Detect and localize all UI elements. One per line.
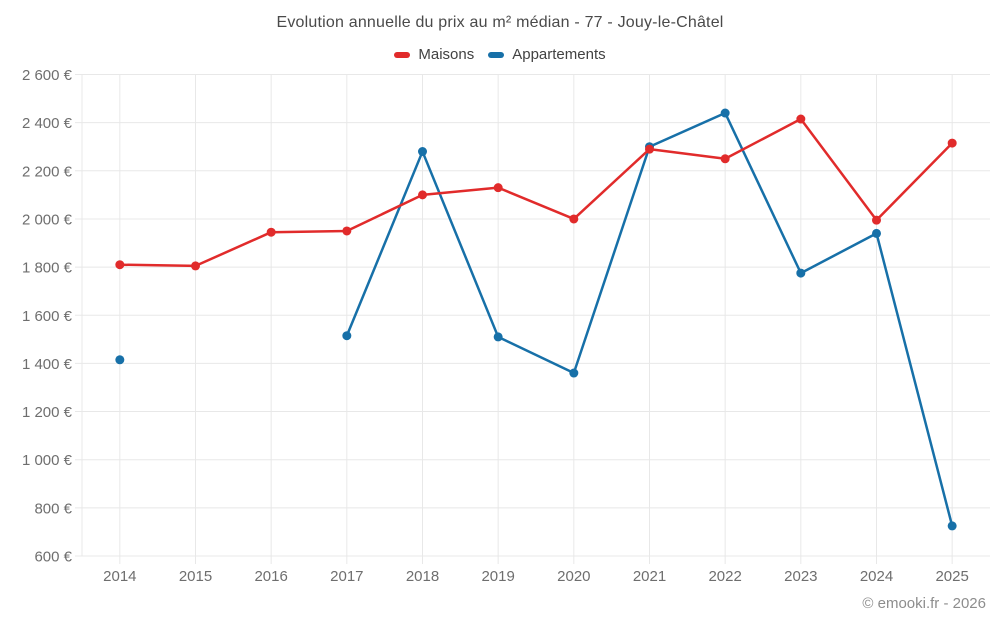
chart-title: Evolution annuelle du prix au m² médian … — [276, 14, 724, 31]
maisons-legend-swatch-icon — [394, 51, 411, 58]
x-tick-label: 2024 — [860, 568, 893, 585]
appartements-point-2022[interactable] — [720, 108, 730, 118]
appartements-legend-label: Appartements — [512, 46, 606, 63]
x-tick-label: 2014 — [103, 568, 136, 585]
maisons-point-2024[interactable] — [872, 215, 881, 225]
footer-credit: © emooki.fr - 2026 — [862, 595, 986, 612]
legend-item-appartements[interactable]: Appartements — [488, 46, 606, 63]
y-tick-label: 800 € — [34, 500, 72, 517]
x-tick-label: 2022 — [708, 568, 741, 585]
maisons-point-2015[interactable] — [191, 261, 200, 271]
x-tick-label: 2021 — [633, 568, 666, 585]
appartements-point-2024[interactable] — [872, 228, 881, 238]
appartements-point-2025[interactable] — [947, 521, 957, 531]
y-tick-label: 1 800 € — [22, 260, 73, 277]
maisons-point-2021[interactable] — [645, 144, 654, 154]
x-tick-label: 2023 — [784, 568, 817, 585]
y-tick-label: 600 € — [34, 549, 72, 566]
appartements-legend-swatch-icon — [488, 51, 505, 58]
appartements-point-2019[interactable] — [493, 332, 503, 342]
maisons-point-2017[interactable] — [342, 226, 352, 236]
y-tick-label: 1 200 € — [22, 404, 73, 421]
maisons-point-2018[interactable] — [418, 190, 427, 200]
x-tick-label: 2016 — [254, 568, 287, 585]
y-tick-label: 2 400 € — [22, 115, 73, 132]
appartements-point-2017[interactable] — [342, 331, 352, 341]
appartements-point-2018[interactable] — [418, 147, 427, 157]
maisons-line[interactable] — [118, 117, 954, 268]
x-tick-label: 2025 — [935, 568, 968, 585]
maisons-legend-label: Maisons — [418, 46, 475, 63]
y-tick-label: 1 000 € — [22, 452, 73, 469]
maisons-point-2020[interactable] — [569, 214, 579, 224]
x-tick-label: 2018 — [406, 568, 439, 585]
maisons-point-2022[interactable] — [720, 154, 730, 164]
chart-legend: Maisons Appartements — [0, 46, 1000, 63]
maisons-point-2023[interactable] — [796, 114, 806, 124]
x-tick-label: 2020 — [557, 568, 590, 585]
y-tick-label: 2 200 € — [22, 163, 73, 180]
x-tick-label: 2019 — [481, 568, 514, 585]
appartements-point-2020[interactable] — [569, 368, 579, 378]
x-tick-label: 2017 — [330, 568, 363, 585]
x-tick-label: 2015 — [179, 568, 212, 585]
maisons-point-2016[interactable] — [266, 227, 276, 237]
maisons-point-2019[interactable] — [493, 183, 503, 193]
y-tick-label: 2 600 € — [22, 67, 73, 84]
y-tick-label: 1 600 € — [22, 308, 73, 325]
legend-item-maisons[interactable]: Maisons — [394, 46, 474, 63]
appartements-point-2023[interactable] — [796, 268, 806, 278]
y-tick-label: 2 000 € — [22, 211, 73, 228]
maisons-point-2014[interactable] — [115, 260, 125, 270]
appartements-point-2014[interactable] — [115, 355, 125, 365]
y-tick-label: 1 400 € — [22, 356, 73, 373]
maisons-point-2025[interactable] — [947, 138, 957, 148]
